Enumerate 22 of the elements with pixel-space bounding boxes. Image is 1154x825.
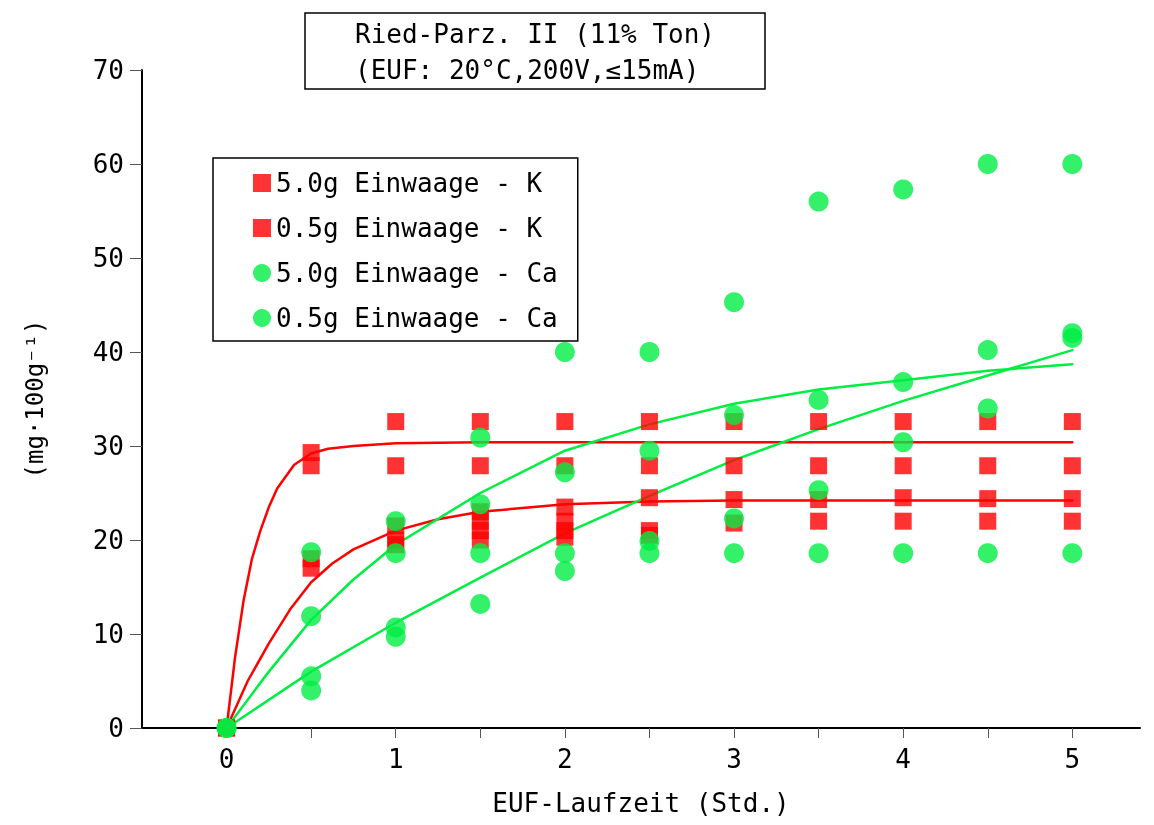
y-tick-label: 30 <box>92 431 124 461</box>
x-axis-title: EUF-Laufzeit (Std.) <box>492 788 790 818</box>
chart-title: Ried-Parz. II (11% Ton) <box>355 19 716 49</box>
chart-subtitle: (EUF: 20°C,200V,≤15mA) <box>355 55 700 85</box>
y-tick-label: 70 <box>92 55 124 85</box>
y-axis-title: (mg·100g⁻¹) <box>21 319 49 479</box>
y-tick-label: 50 <box>92 243 124 273</box>
y-tick-label: 0 <box>108 713 124 743</box>
x-tick-label: 3 <box>726 744 742 774</box>
y-tick-label: 40 <box>92 337 124 367</box>
x-tick-label: 2 <box>557 744 573 774</box>
x-tick-label: 5 <box>1064 744 1081 774</box>
x-tick-label: 0 <box>218 744 235 774</box>
legend-label: 5.0g Einwaage - Ca <box>276 258 558 288</box>
y-tick-label: 60 <box>92 149 124 179</box>
legend-label: 0.5g Einwaage - Ca <box>276 303 558 333</box>
y-tick-label: 10 <box>92 619 124 649</box>
y-tick-label: 20 <box>92 525 124 555</box>
legend-label: 5.0g Einwaage - K <box>276 168 543 198</box>
x-tick-label: 1 <box>387 744 404 774</box>
x-tick-label: 4 <box>895 744 912 774</box>
legend-label: 0.5g Einwaage - K <box>276 213 543 243</box>
